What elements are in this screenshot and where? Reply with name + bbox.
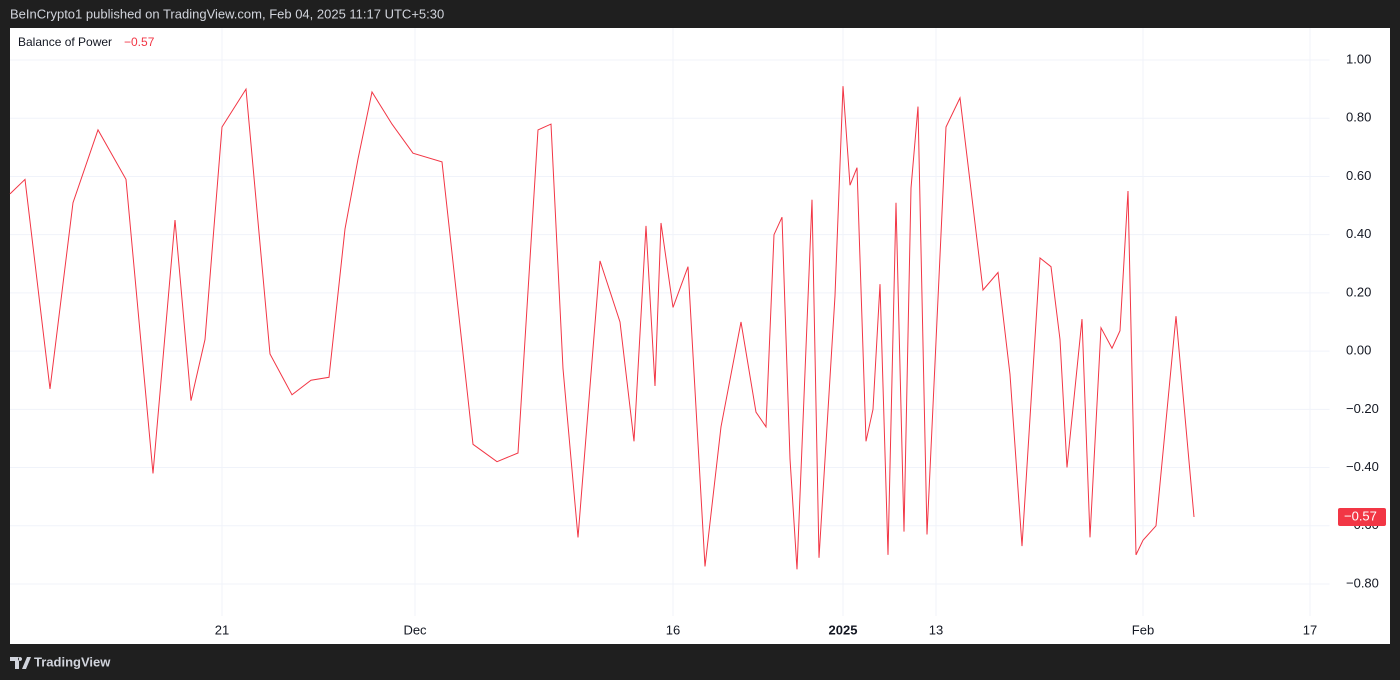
y-tick-label: −0.40 (1346, 459, 1379, 474)
x-tick-label: Dec (403, 622, 427, 637)
y-tick-label: −0.20 (1346, 401, 1379, 416)
y-tick-label: −0.80 (1346, 575, 1379, 590)
y-tick-label: 0.20 (1346, 284, 1371, 299)
footer-brand: TradingView (34, 654, 111, 669)
legend-name: Balance of Power (18, 35, 112, 49)
legend-value: −0.57 (124, 35, 155, 49)
y-tick-label: 1.00 (1346, 51, 1371, 66)
chart-pane (10, 28, 1390, 644)
x-tick-label: 13 (929, 622, 943, 637)
y-tick-label: 0.40 (1346, 226, 1371, 241)
x-tick-label: 2025 (829, 622, 858, 637)
bop-line (9, 86, 1195, 570)
header-text: BeInCrypto1 published on TradingView.com… (10, 6, 444, 21)
x-tick-label: Feb (1132, 622, 1154, 637)
last-value-label: −0.57 (1344, 508, 1377, 523)
y-tick-label: 0.00 (1346, 343, 1371, 358)
tv-logo (10, 657, 31, 669)
y-tick-label: 0.80 (1346, 110, 1371, 125)
x-tick-label: 21 (215, 622, 229, 637)
last-value-badge (1338, 508, 1386, 527)
x-tick-label: 17 (1303, 622, 1317, 637)
y-tick-label: 0.60 (1346, 168, 1371, 183)
x-tick-label: 16 (666, 622, 680, 637)
